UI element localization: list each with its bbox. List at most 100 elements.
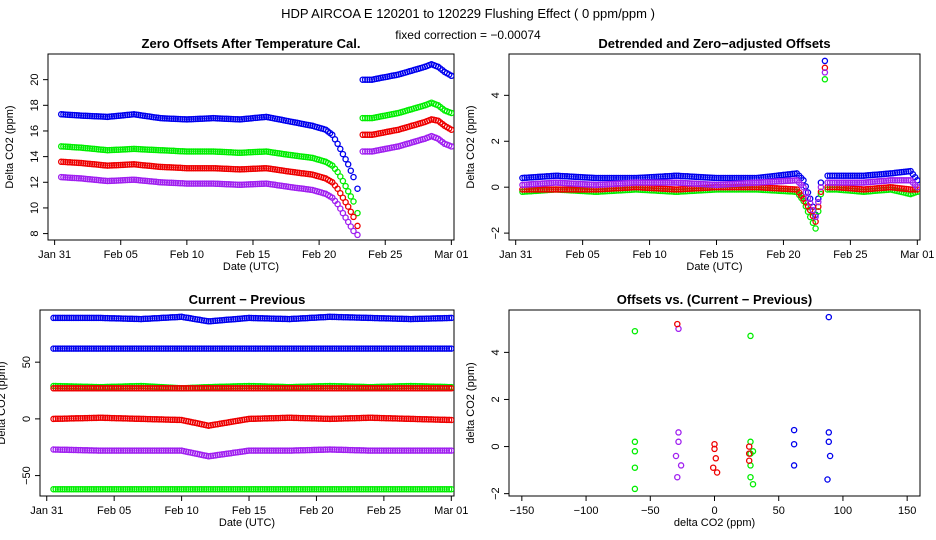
data-point [221, 316, 228, 324]
data-point [221, 180, 228, 188]
data-point [639, 179, 647, 186]
data-point [72, 485, 80, 493]
data-point [183, 180, 191, 187]
data-point [72, 345, 80, 352]
data-point [389, 447, 397, 454]
data-point [54, 415, 62, 423]
data-point [154, 146, 162, 154]
data-point [108, 345, 116, 352]
data-point [349, 414, 356, 422]
data-point [64, 111, 72, 118]
data-point [84, 112, 91, 120]
data-point [121, 146, 129, 153]
data-point [279, 485, 286, 493]
data-point [196, 180, 204, 187]
data-point [230, 345, 237, 352]
data-point [347, 208, 355, 216]
data-point [543, 179, 551, 187]
series-blue [50, 313, 454, 325]
series-green [519, 76, 920, 232]
data-point [398, 385, 406, 392]
data-point [299, 345, 307, 352]
data-point [286, 414, 293, 421]
data-point [210, 164, 217, 172]
data-point [106, 385, 113, 392]
data-point [74, 345, 82, 352]
data-point [766, 178, 774, 186]
data-point [407, 415, 415, 423]
data-point [668, 179, 676, 186]
data-point [304, 446, 311, 454]
data-point [121, 161, 129, 168]
data-point [128, 447, 136, 454]
data-point [706, 181, 714, 188]
data-point [238, 181, 246, 188]
data-point [151, 447, 158, 454]
data-point [751, 179, 758, 186]
data-point [315, 415, 322, 422]
data-point [382, 385, 390, 392]
data-point [891, 177, 899, 184]
data-point [60, 174, 67, 181]
data-point [427, 345, 435, 352]
data-point [218, 115, 226, 122]
data-point [389, 485, 397, 493]
data-point [52, 485, 59, 493]
data-point [115, 177, 122, 184]
data-point [360, 345, 367, 352]
data-point [263, 385, 271, 392]
data-point [708, 181, 716, 188]
data-point [250, 314, 257, 322]
data-point [160, 485, 167, 493]
data-point [445, 345, 453, 352]
data-point [630, 179, 638, 186]
data-point [396, 415, 403, 422]
data-point [699, 173, 707, 181]
data-point [715, 174, 722, 182]
data-point [333, 385, 340, 392]
data-point [189, 385, 197, 392]
data-point [101, 314, 109, 322]
data-point [373, 485, 381, 493]
data-point [704, 174, 711, 181]
data-point [223, 385, 230, 392]
chart-p4: Offsets vs. (Current − Previous)−150 −100… [465, 292, 921, 529]
data-point [367, 314, 374, 322]
data-point [679, 179, 687, 187]
data-point [256, 180, 263, 188]
data-point [52, 385, 59, 392]
data-point [869, 171, 876, 179]
data-point [207, 114, 215, 122]
data-point [117, 315, 125, 322]
data-point [290, 345, 298, 352]
data-point [239, 385, 246, 392]
y-axis-label: Delta CO2 (ppm) [465, 105, 477, 188]
data-point [83, 414, 91, 422]
data-point [162, 416, 170, 423]
data-point [443, 447, 451, 454]
data-point [335, 313, 343, 321]
data-point [225, 181, 232, 188]
data-point [400, 315, 408, 323]
data-point [350, 173, 357, 181]
data-point [101, 447, 109, 454]
data-point [212, 317, 219, 325]
data-point [342, 446, 349, 454]
data-point [279, 447, 286, 454]
data-point [154, 163, 162, 170]
data-point [274, 385, 282, 392]
data-point [815, 198, 822, 206]
data-point [178, 385, 185, 392]
data-point [124, 315, 131, 322]
data-point [126, 485, 134, 493]
data-point [523, 174, 531, 181]
data-point [209, 385, 217, 392]
data-point [277, 414, 284, 422]
data-point [106, 447, 113, 454]
data-point [97, 485, 104, 493]
data-point [310, 314, 318, 321]
data-point [371, 345, 379, 352]
data-point [409, 415, 417, 423]
data-point [137, 145, 144, 153]
data-point [550, 186, 557, 193]
